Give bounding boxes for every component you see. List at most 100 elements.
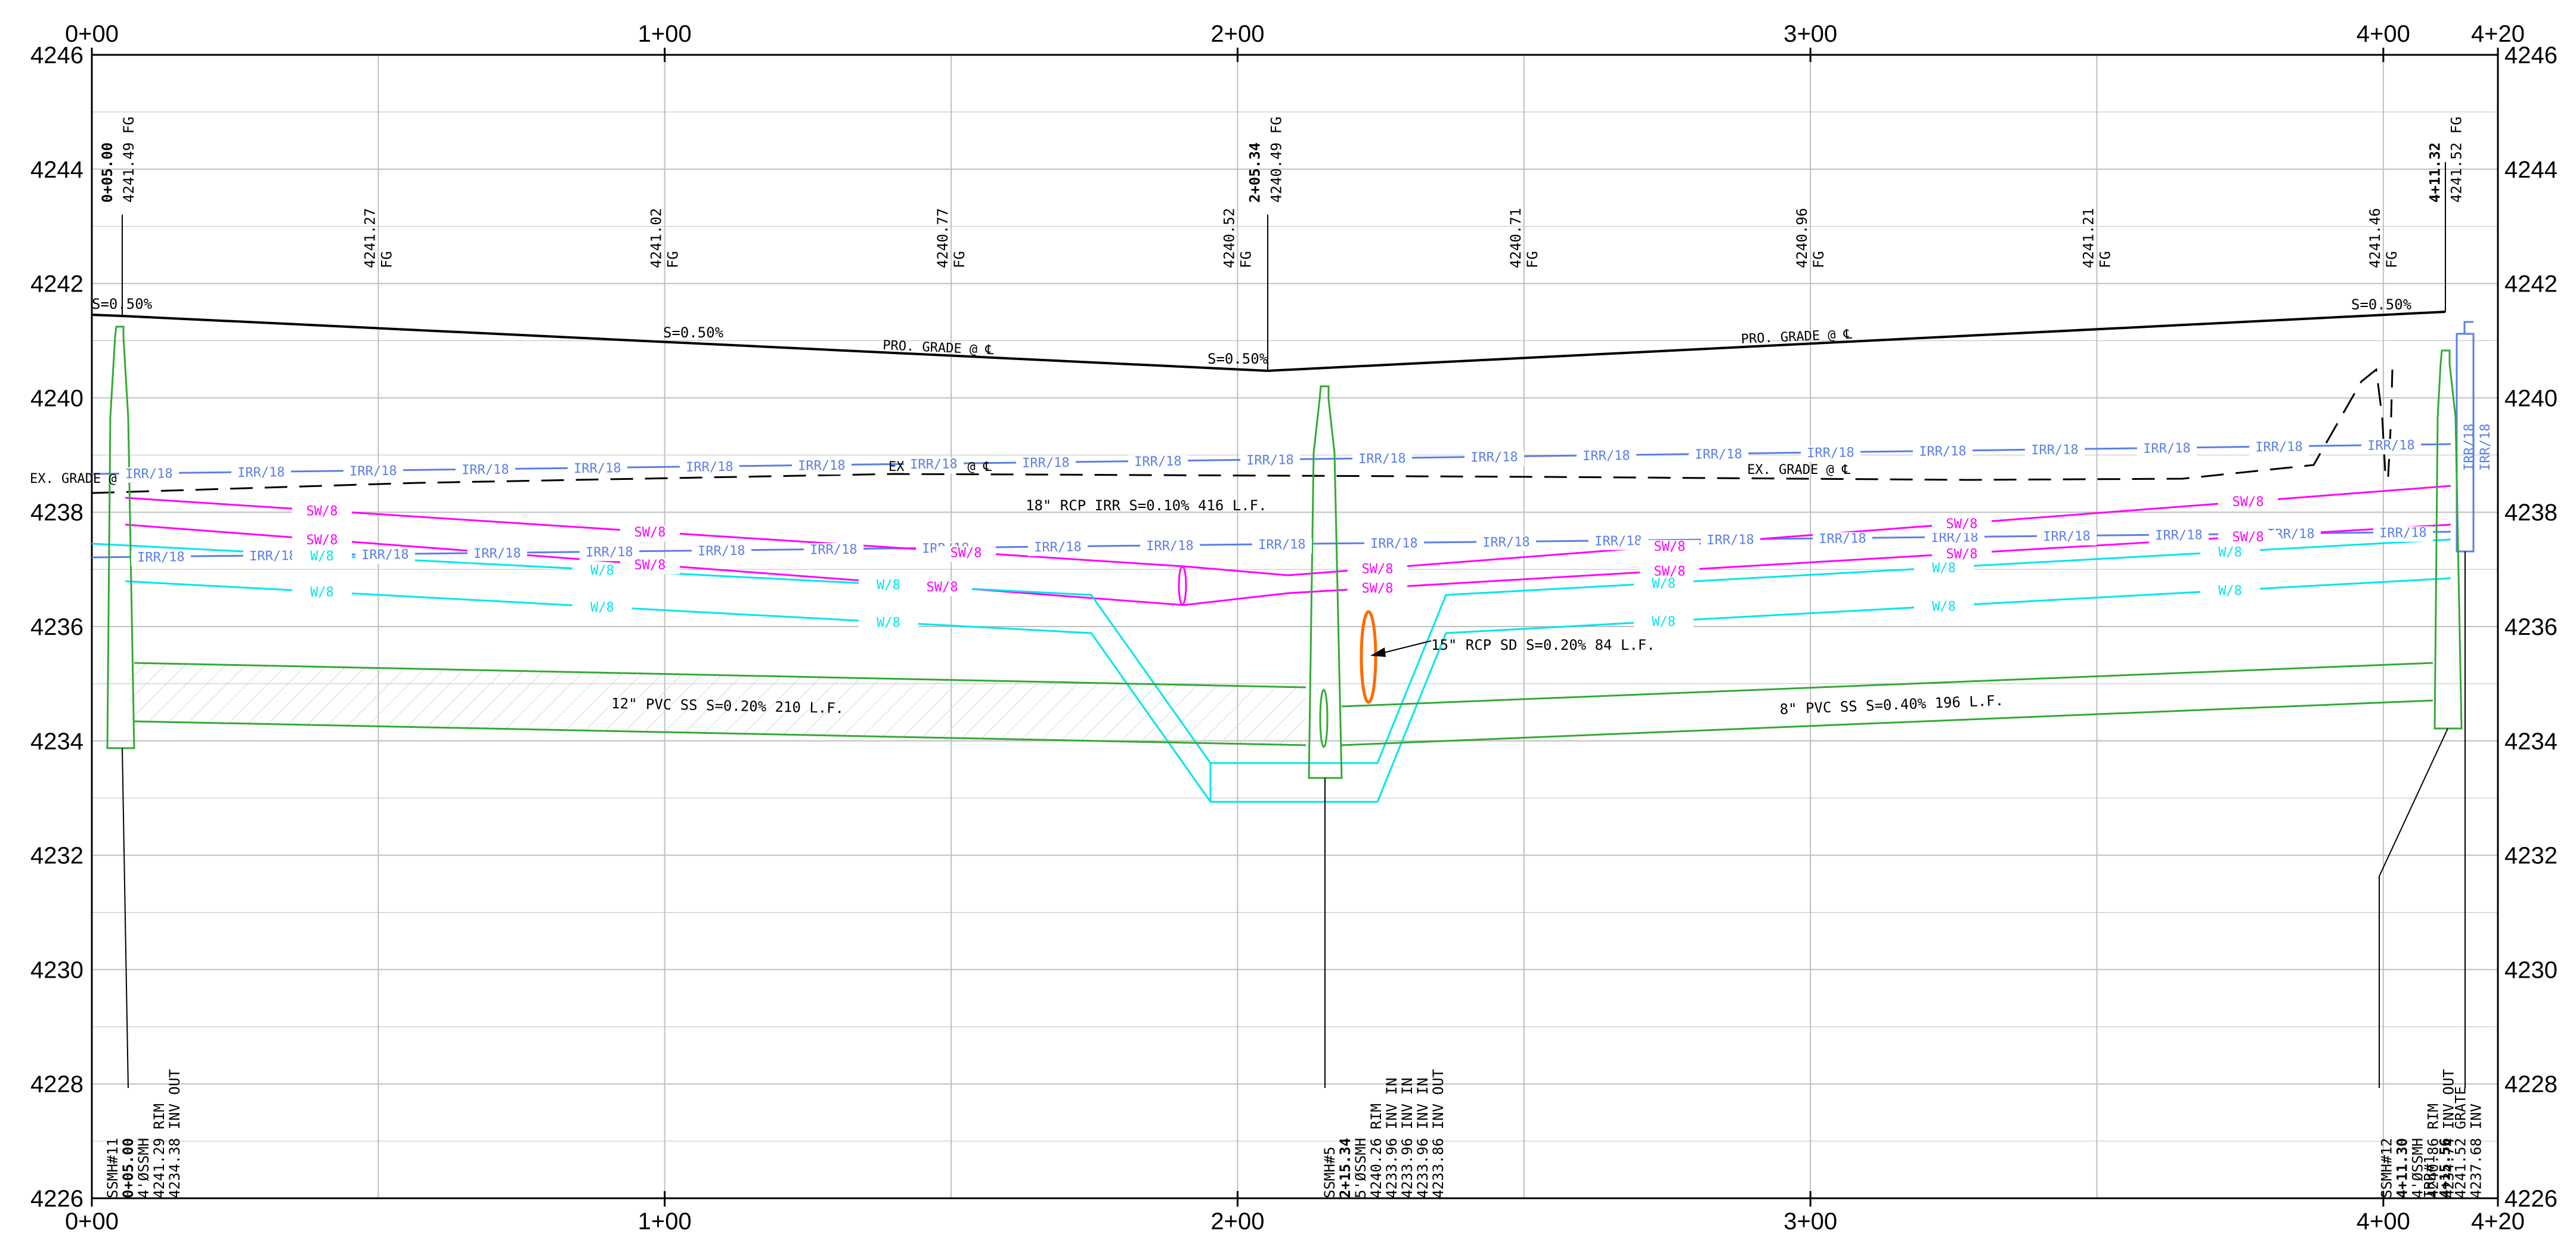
utility-tag: W/8 xyxy=(310,585,334,600)
utility-tag-background xyxy=(292,504,352,520)
sewer-pipe-8-top xyxy=(1341,662,2433,708)
structure-label-line: 4233.96 INV IN xyxy=(1414,1078,1431,1198)
utility-tag-background xyxy=(1634,615,1693,631)
fg-callout: 4240.96 FG xyxy=(1794,208,1827,268)
utility-tag-background xyxy=(1914,600,1974,616)
fg-callout: 4241.21 FG xyxy=(2080,208,2114,268)
slope-label-start: S=0.50% xyxy=(92,296,153,312)
utility-tag-background xyxy=(1913,445,1973,461)
proposed-grade-line xyxy=(91,311,2446,373)
utility-tag: IRR/18 xyxy=(1583,448,1630,464)
structure-label-line: SSMH#12 xyxy=(2378,1138,2395,1198)
elevation-label-right: 4240 xyxy=(2504,385,2558,411)
elevation-label-left: 4240 xyxy=(30,385,83,411)
utility-tag: IRR/18 xyxy=(2367,438,2415,454)
fg-suffix-label: FG xyxy=(1524,251,1541,268)
sewer-pipe-12-bottom xyxy=(134,720,1306,746)
utility-tag-background xyxy=(1252,538,1312,554)
elevation-label-right: 4236 xyxy=(2504,614,2558,640)
elevation-label-left: 4244 xyxy=(30,157,83,183)
utility-tag-background xyxy=(1240,453,1300,469)
utility-tag-background xyxy=(1577,449,1636,465)
ex-grade-label-east: EX. GRADE @ ℄ xyxy=(1747,463,1851,478)
utility-tag: IRR/18 xyxy=(462,462,509,478)
structure-label-line: 5'ØSSMH xyxy=(1352,1138,1369,1198)
utility-tag: W/8 xyxy=(590,600,614,615)
slope-label-west: S=0.50% xyxy=(663,324,724,341)
utility-tag: SW/8 xyxy=(1362,562,1394,576)
station-label-bottom: 3+00 xyxy=(1784,1208,1837,1235)
utility-tag: SW/8 xyxy=(1654,564,1686,579)
utility-tag-background xyxy=(859,578,918,594)
utility-tag: IRR/18 xyxy=(1594,534,1642,549)
station-label-bottom: 4+00 xyxy=(2357,1208,2410,1235)
utility-tag: SW/8 xyxy=(634,558,666,573)
elevation-label-left: 4246 xyxy=(30,42,83,69)
utility-tag-background xyxy=(355,548,415,564)
utility-tag-background xyxy=(804,543,863,559)
structure-label-line: 4234.74 INV OUT xyxy=(2440,1069,2457,1198)
fg-suffix-label: FG xyxy=(2097,251,2114,268)
utility-tag-background xyxy=(620,526,680,542)
utility-tag-background xyxy=(343,464,403,480)
utility-tag-background xyxy=(1128,455,1188,471)
utility-tag: W/8 xyxy=(2218,584,2242,599)
fg-suffix-label: FG xyxy=(1810,251,1827,268)
utility-tag: W/8 xyxy=(1652,615,1676,630)
station-label-top: 4+20 xyxy=(2471,21,2525,47)
utility-tag-background xyxy=(859,616,918,632)
utility-tag-background xyxy=(1476,535,1536,551)
elevation-label-right: 4226 xyxy=(2504,1186,2558,1212)
structure-label-line: 4+15.56 xyxy=(2436,1138,2453,1198)
utility-tag: SW/8 xyxy=(950,545,982,560)
utility-tag: IRR/18 xyxy=(473,546,521,562)
utility-tag-background xyxy=(467,547,527,563)
structure-label-line: 4237.68 INV xyxy=(2467,1103,2484,1198)
storm-water-line-lower xyxy=(125,523,2451,606)
slope-labels: S=0.50% S=0.50% S=0.50% S=0.50% xyxy=(92,296,2412,367)
manhole-ssmh-12 xyxy=(2433,349,2463,730)
structure-label-line: 4240.26 RIM xyxy=(1368,1103,1385,1198)
utility-tag-background xyxy=(2218,495,2278,511)
fg-station-label: 2+05.34 xyxy=(1247,142,1264,203)
utility-tag-background xyxy=(119,467,179,483)
station-label-top: 1+00 xyxy=(638,21,692,47)
utility-tag-background xyxy=(1140,539,1200,555)
axes: 0+00 0+00 1+00 1+00 2+00 2+00 3+00 3+00 4+00 4+00… xyxy=(30,21,2558,1235)
structure-label-line: SSMH#11 xyxy=(104,1138,121,1198)
station-label-top: 2+00 xyxy=(1210,21,1264,47)
grade-labels: PRO. GRADE @ ℄ PRO. GRADE @ ℄ EX. GRADE … xyxy=(30,327,1853,486)
utility-tag: IRR/18 xyxy=(2155,528,2203,543)
utility-tag-background xyxy=(2025,443,2085,459)
structure-label-line: IRR#1 xyxy=(2421,1155,2438,1198)
elevation-label-right: 4230 xyxy=(2504,957,2558,983)
utility-tag-background xyxy=(1701,533,1760,549)
utility-tag-background xyxy=(692,544,751,560)
station-label-bottom: 4+20 xyxy=(2471,1208,2525,1235)
utility-tag: IRR/18 xyxy=(1695,447,1742,463)
fg-callout: 2+05.34 4240.49 FG xyxy=(1247,117,1285,203)
elevation-label-left: 4234 xyxy=(30,728,83,755)
elevation-label-right: 4246 xyxy=(2504,42,2558,69)
utility-tag-vertical: IRR/18 xyxy=(2478,424,2493,471)
utility-tag-background xyxy=(912,581,972,597)
manhole-ssmh-5-outlet xyxy=(1319,689,1329,748)
ex-grade-label-start: EX. GRADE @ ℄ xyxy=(30,472,134,486)
utility-tag-background xyxy=(2218,531,2278,547)
slope-label-end: S=0.50% xyxy=(2351,296,2412,313)
structure-label-line: 4234.38 INV OUT xyxy=(166,1069,183,1198)
utility-tag: IRR/18 xyxy=(698,544,745,559)
utility-tag-background xyxy=(580,545,639,562)
fg-callout: 0+05.00 4241.49 FG xyxy=(99,117,137,203)
utility-tag: IRR/18 xyxy=(125,466,173,482)
utility-tag-background xyxy=(2361,439,2421,455)
utility-tag-background xyxy=(292,534,352,550)
elevation-label-left: 4232 xyxy=(30,843,83,869)
utility-tag: IRR/18 xyxy=(1470,450,1518,466)
utility-tag-background xyxy=(1348,582,1407,598)
utility-tag: IRR/18 xyxy=(1482,535,1530,550)
elevation-label-right: 4238 xyxy=(2504,500,2558,526)
utility-tag-background xyxy=(1016,456,1076,472)
